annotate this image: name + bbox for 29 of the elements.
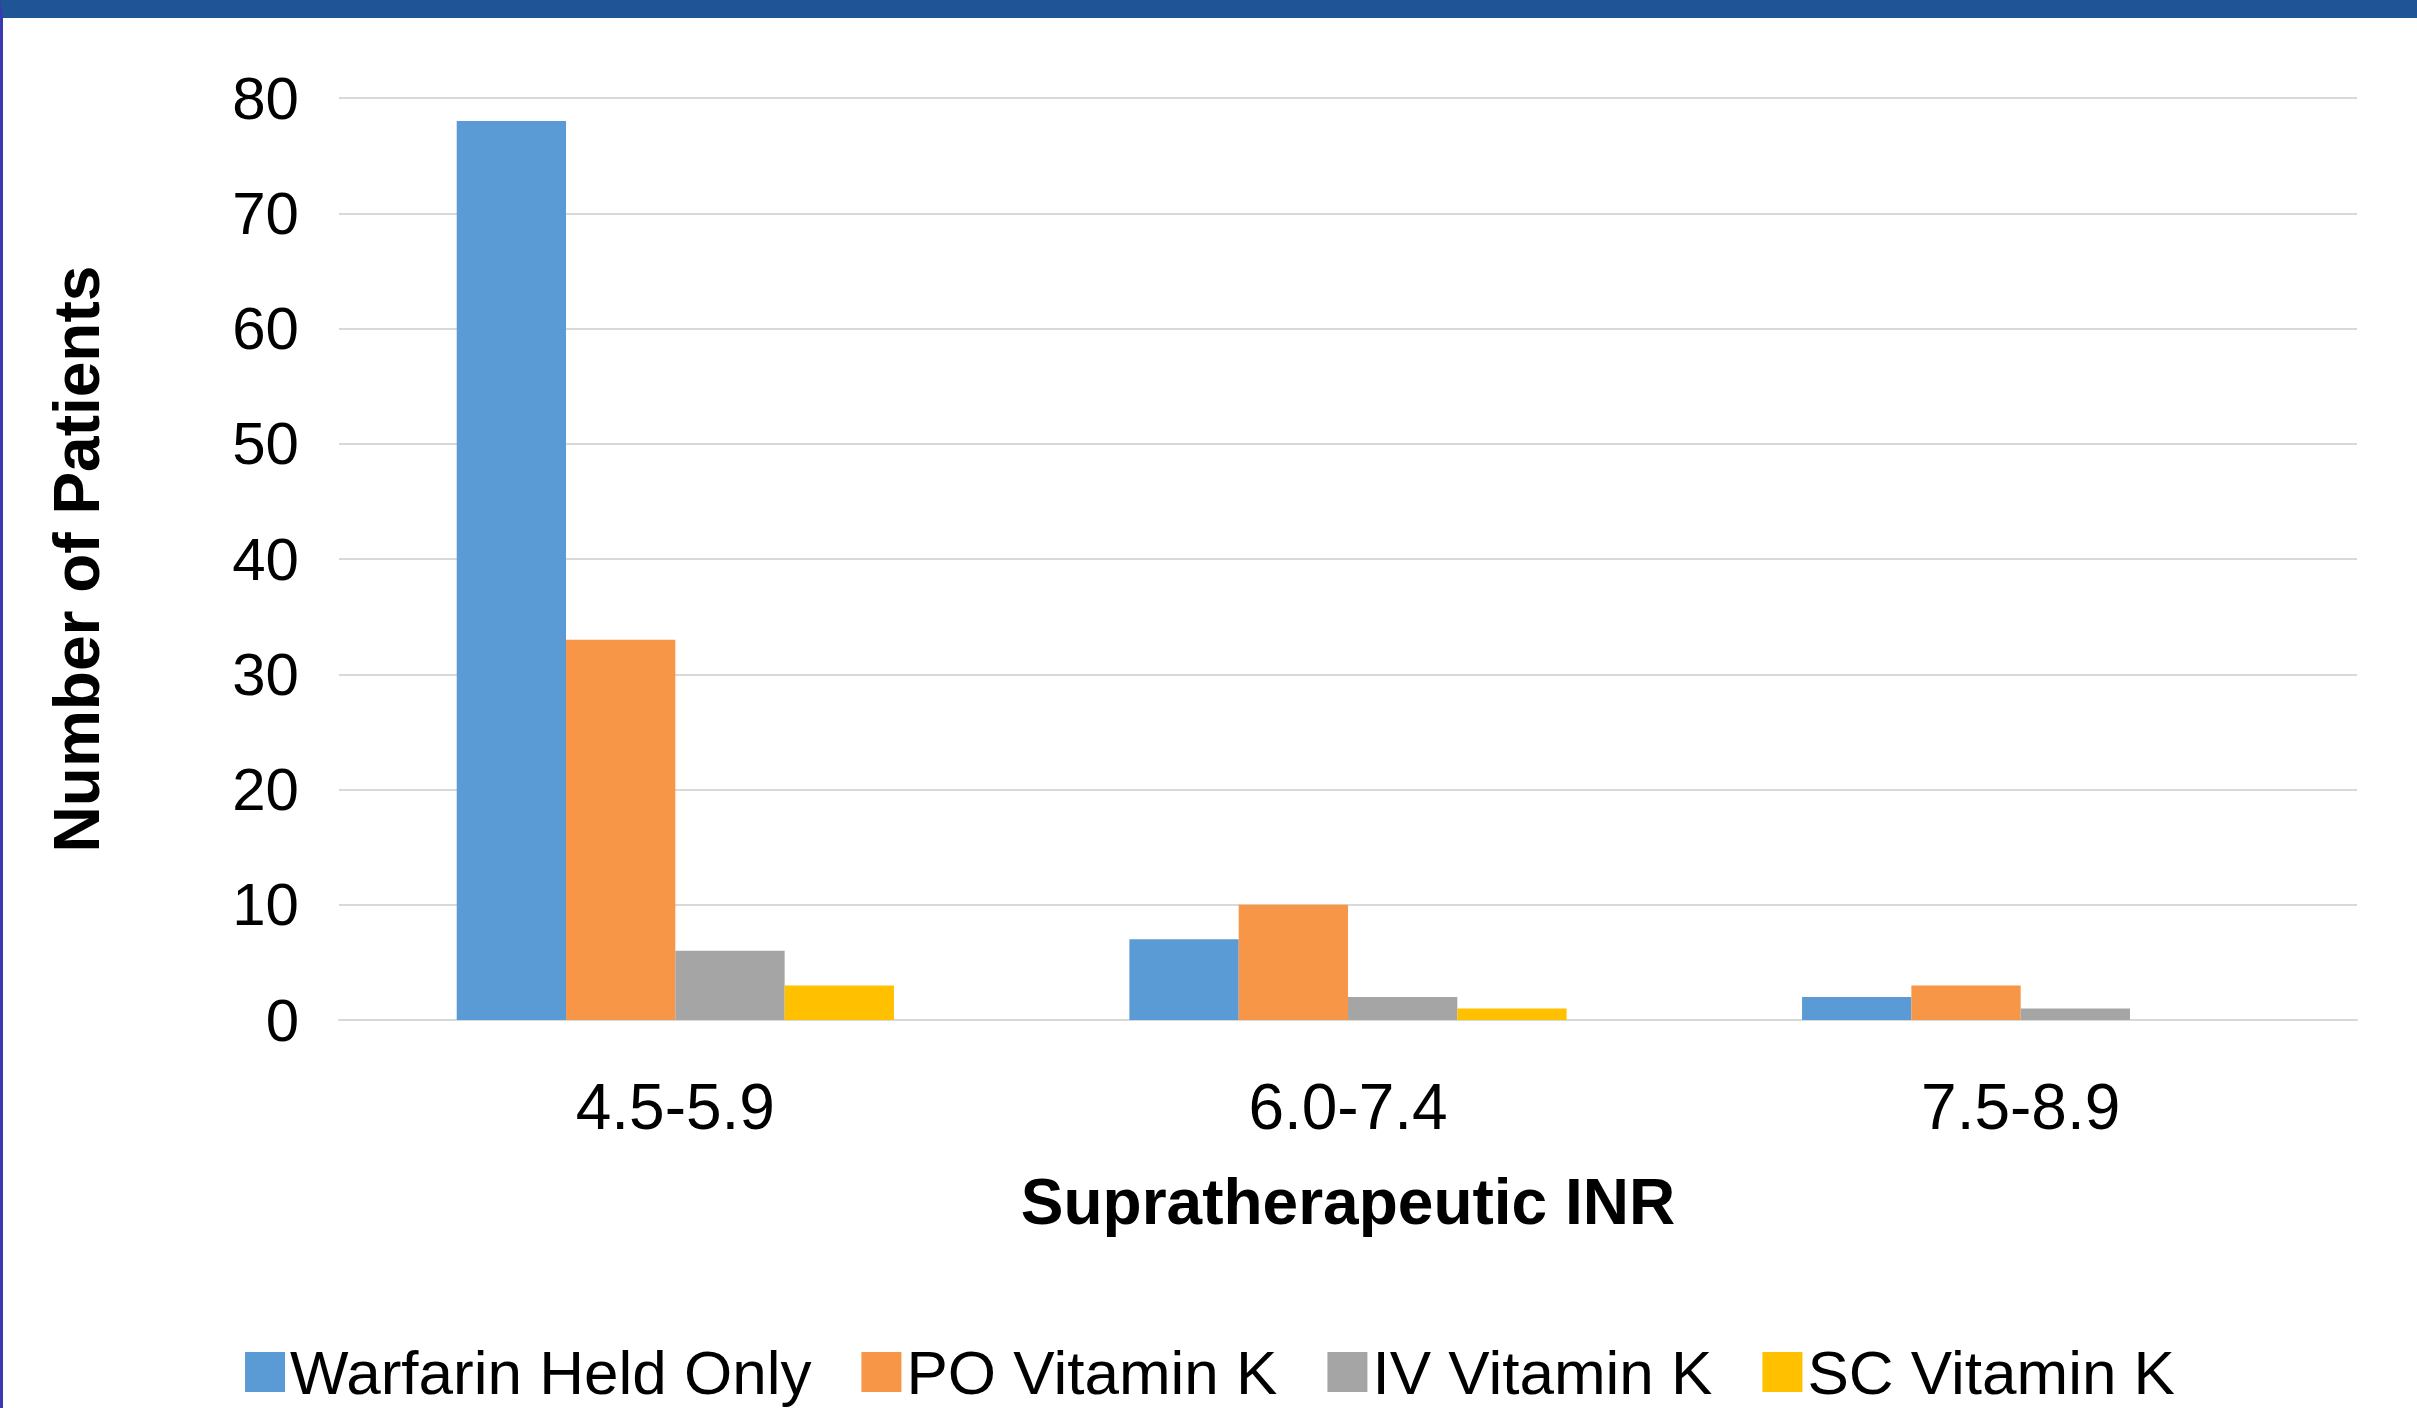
bar — [1348, 996, 1458, 1020]
y-tick-label: 80 — [232, 64, 299, 132]
x-tick-label: 4.5-5.9 — [575, 1071, 775, 1143]
y-tick-label: 60 — [232, 295, 299, 362]
bar — [566, 639, 676, 1020]
bar — [1457, 1008, 1567, 1020]
x-tick-label: 6.0-7.4 — [1248, 1071, 1448, 1143]
legend-label: Warfarin Held Only — [290, 1337, 812, 1407]
y-tick-label: 10 — [232, 871, 299, 939]
bar — [784, 985, 894, 1020]
y-tick-label: 40 — [232, 525, 299, 593]
x-tick-label: 7.5-8.9 — [1921, 1071, 2121, 1143]
bar — [1802, 996, 1912, 1020]
bar — [1129, 939, 1239, 1020]
y-tick-label: 0 — [265, 986, 299, 1054]
y-tick-label: 20 — [232, 756, 299, 823]
x-axis-title: Supratherapeutic INR — [1020, 1166, 1676, 1238]
bar — [456, 121, 567, 1020]
y-tick-label: 30 — [232, 640, 299, 708]
bar — [1238, 904, 1348, 1020]
y-axis-title: Number of Patients — [41, 265, 113, 853]
legend-label: IV Vitamin K — [1372, 1337, 1713, 1407]
legend-label: PO Vitamin K — [906, 1337, 1278, 1407]
bar — [675, 950, 785, 1020]
y-tick-label: 50 — [232, 410, 299, 478]
legend-label: SC Vitamin K — [1807, 1337, 2175, 1407]
bar — [1911, 985, 2021, 1020]
bar — [2020, 1008, 2130, 1020]
y-tick-label: 70 — [232, 179, 299, 247]
